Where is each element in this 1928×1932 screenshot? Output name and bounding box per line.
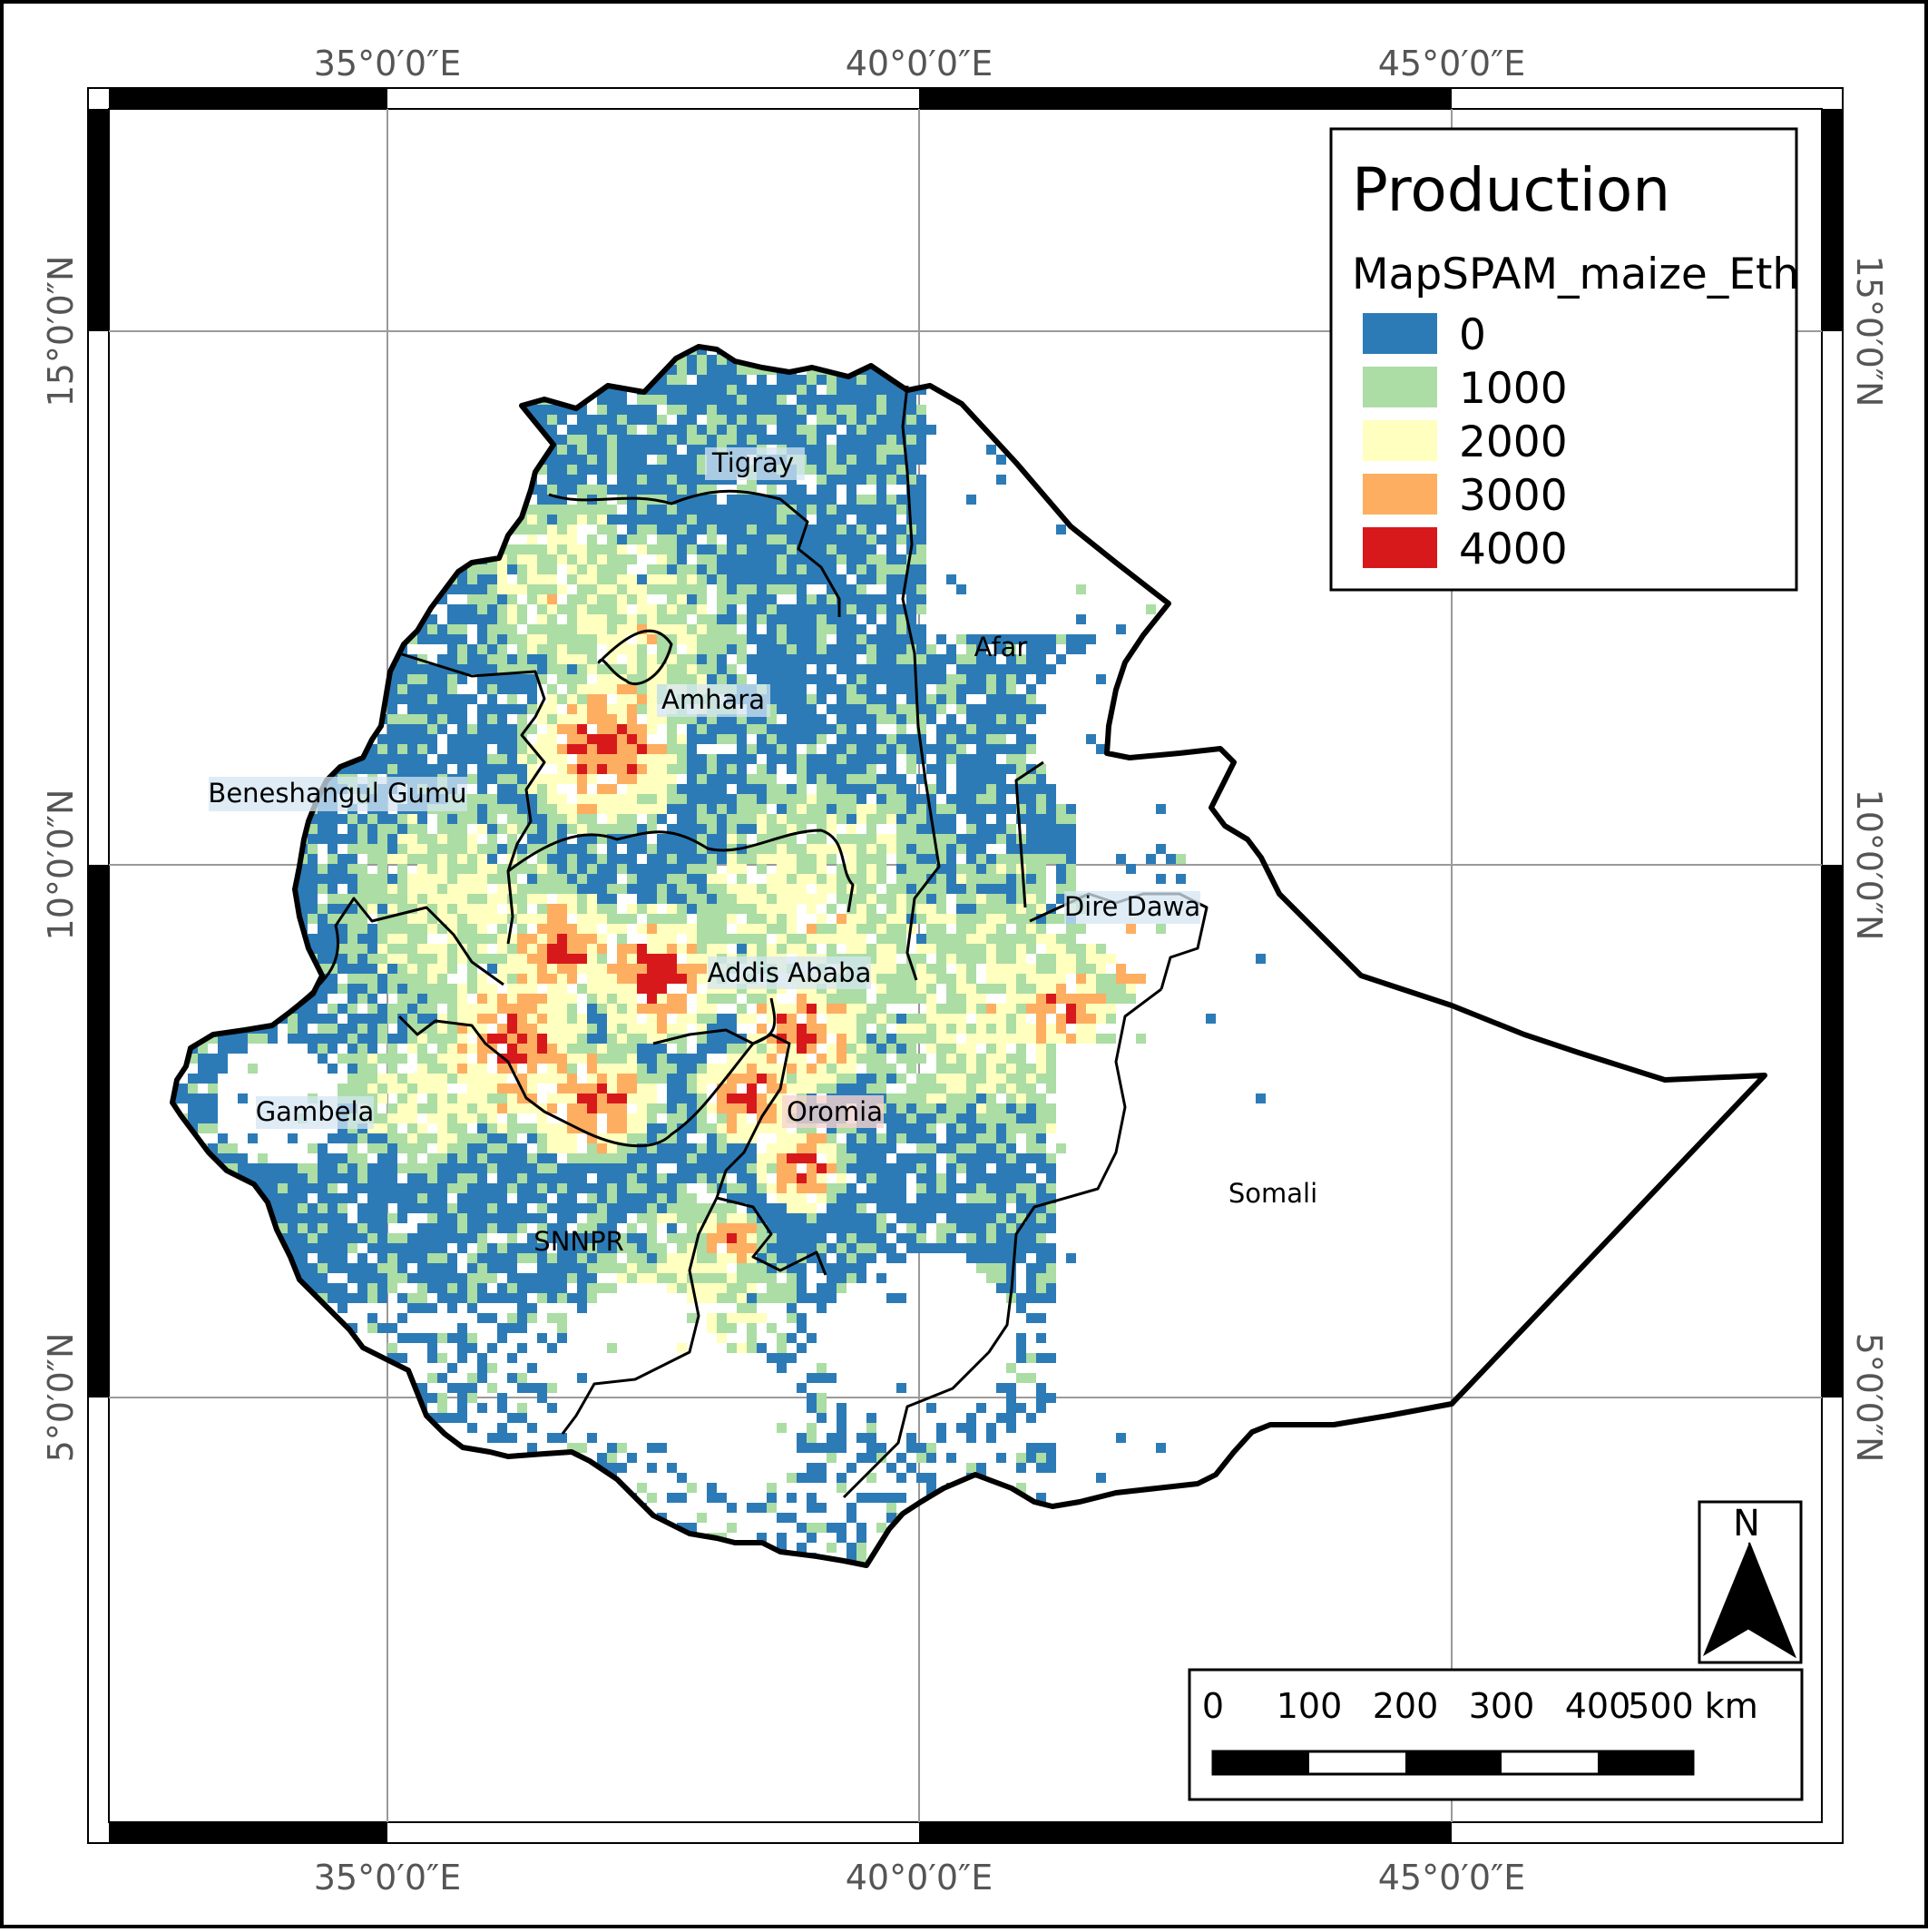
coord-label-left-5n: 5°0′0″N xyxy=(41,1333,81,1463)
scale-label-0: 0 xyxy=(1202,1686,1224,1726)
scale-bar: 0 100 200 300 400 500 km xyxy=(1189,1670,1802,1800)
coord-label-top-40e: 40°0′0″E xyxy=(846,44,993,83)
region-label-gambela: Gambela xyxy=(256,1096,375,1127)
scale-label-300: 300 xyxy=(1469,1686,1535,1726)
legend-layer-name: MapSPAM_maize_Eth xyxy=(1352,250,1799,299)
region-label-snnpr: SNNPR xyxy=(533,1226,623,1257)
region-label-afar: Afar xyxy=(974,632,1028,662)
scale-bar-segment-5 xyxy=(1598,1751,1693,1774)
coord-label-left-15n: 15°0′0″N xyxy=(41,256,81,407)
scale-label-200: 200 xyxy=(1373,1686,1439,1726)
coord-label-top-35e: 35°0′0″E xyxy=(314,44,462,83)
legend-swatch-1000 xyxy=(1363,367,1437,407)
scale-bar-segment-1 xyxy=(1213,1751,1309,1774)
coord-label-bottom-40e: 40°0′0″E xyxy=(846,1858,993,1898)
region-label-somali: Somali xyxy=(1228,1178,1317,1209)
legend-swatch-2000 xyxy=(1363,420,1437,461)
legend-label-4000: 4000 xyxy=(1459,525,1568,574)
legend-label-3000: 3000 xyxy=(1459,471,1568,521)
coord-label-left-10n: 10°0′0″N xyxy=(41,789,81,941)
legend-swatch-0 xyxy=(1363,313,1437,354)
region-label-dire-dawa: Dire Dawa xyxy=(1064,891,1200,922)
coord-label-right-15n: 15°0′0″N xyxy=(1849,256,1889,407)
legend-label-0: 0 xyxy=(1459,310,1486,360)
region-label-tigray: Tigray xyxy=(711,447,794,478)
legend-label-1000: 1000 xyxy=(1459,364,1568,414)
north-arrow-label: N xyxy=(1733,1503,1760,1545)
coord-label-top-45e: 45°0′0″E xyxy=(1378,44,1526,83)
scale-label-500km: 500 km xyxy=(1628,1686,1758,1726)
legend-label-2000: 2000 xyxy=(1459,417,1568,467)
legend: Production MapSPAM_maize_Eth 0 1000 2000… xyxy=(1331,129,1799,590)
region-label-amhara: Amhara xyxy=(661,684,765,715)
region-label-oromia: Oromia xyxy=(787,1096,883,1127)
region-label-addis-ababa: Addis Ababa xyxy=(708,957,872,988)
coord-label-right-10n: 10°0′0″N xyxy=(1849,789,1889,941)
legend-swatch-4000 xyxy=(1363,527,1437,568)
scale-label-400: 400 xyxy=(1565,1686,1631,1726)
coord-label-bottom-45e: 45°0′0″E xyxy=(1378,1858,1526,1898)
scale-bar-segment-3 xyxy=(1405,1751,1502,1774)
legend-swatch-3000 xyxy=(1363,474,1437,515)
region-label-beneshangul-gumu: Beneshangul Gumu xyxy=(208,778,466,809)
legend-title: Production xyxy=(1352,155,1670,225)
coord-label-right-5n: 5°0′0″N xyxy=(1849,1333,1889,1463)
coord-label-bottom-35e: 35°0′0″E xyxy=(314,1858,462,1898)
north-arrow: N xyxy=(1699,1502,1801,1662)
scale-label-100: 100 xyxy=(1277,1686,1343,1726)
